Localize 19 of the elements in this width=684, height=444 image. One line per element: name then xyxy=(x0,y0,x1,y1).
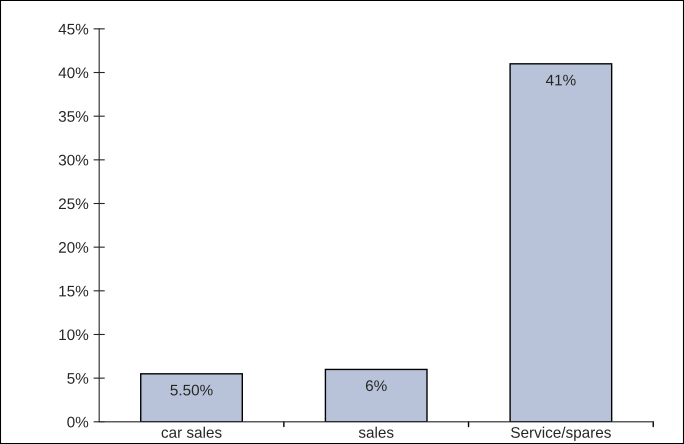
bar xyxy=(324,368,428,422)
y-tick-label: 0% xyxy=(67,416,88,428)
x-tick-label: Service/spares xyxy=(511,426,611,441)
x-tick-label: sales xyxy=(358,426,394,438)
y-tick-label: 30% xyxy=(58,154,88,166)
y-tick-label: 20% xyxy=(58,242,88,253)
data-label: 6% xyxy=(366,380,387,392)
bar xyxy=(140,373,243,422)
data-label: 41% xyxy=(546,74,576,86)
y-tick-label: 35% xyxy=(58,111,88,122)
y-tick-label: 10% xyxy=(59,329,88,340)
x-tick-label: car sales xyxy=(162,426,222,438)
y-tick-label: 25% xyxy=(58,198,88,210)
data-label: 5.50% xyxy=(170,384,213,396)
y-tick-label: 45% xyxy=(58,24,88,35)
y-tick-label: 40% xyxy=(58,67,88,78)
y-tick-label: 15% xyxy=(59,286,88,297)
bar xyxy=(509,63,612,422)
y-tick-label: 5% xyxy=(67,373,88,384)
